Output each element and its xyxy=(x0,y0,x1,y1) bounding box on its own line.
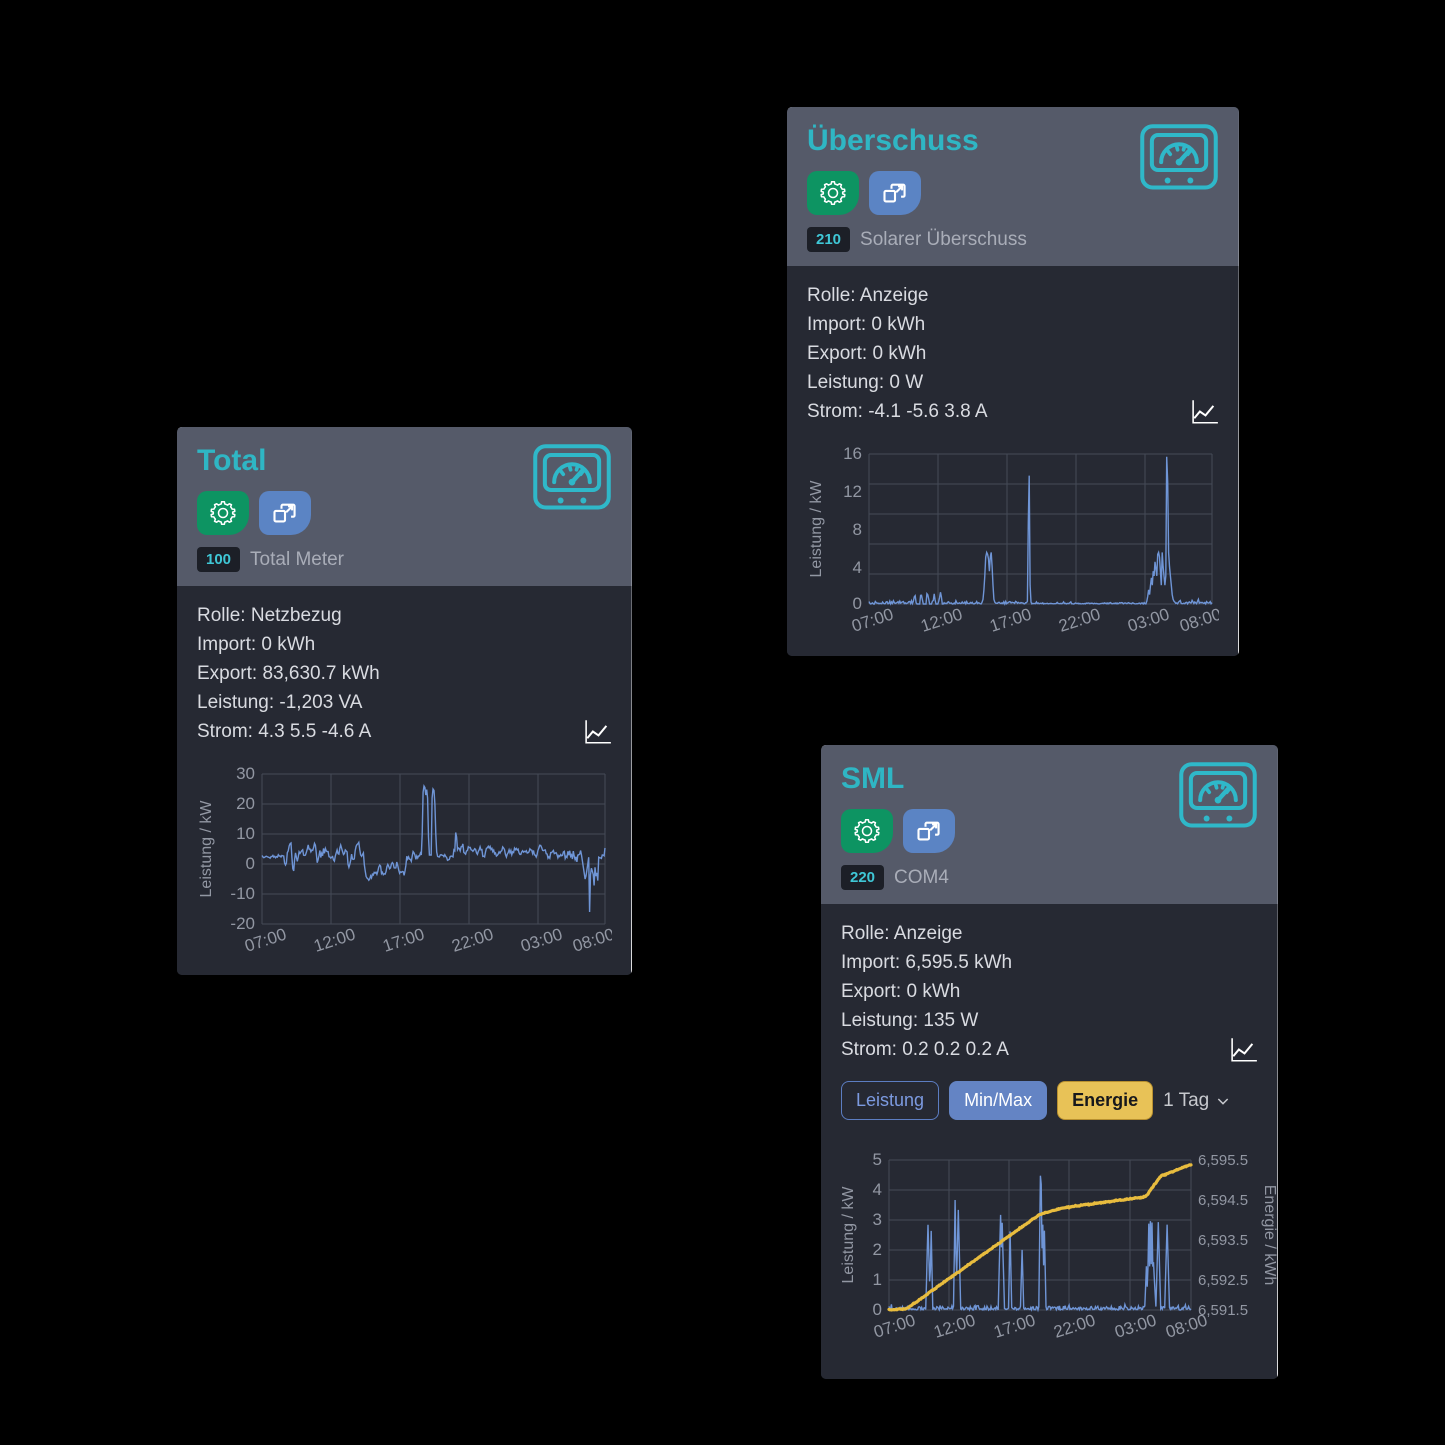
svg-text:2: 2 xyxy=(873,1240,882,1259)
svg-text:8: 8 xyxy=(853,520,862,539)
svg-text:22:00: 22:00 xyxy=(449,925,495,956)
svg-text:30: 30 xyxy=(236,766,255,783)
svg-text:12:00: 12:00 xyxy=(311,925,357,956)
svg-text:12:00: 12:00 xyxy=(931,1311,977,1342)
svg-text:0: 0 xyxy=(873,1300,882,1319)
svg-text:08:00: 08:00 xyxy=(570,925,612,956)
svg-text:4: 4 xyxy=(873,1180,882,1199)
svg-text:17:00: 17:00 xyxy=(991,1311,1037,1342)
svg-text:20: 20 xyxy=(236,794,255,813)
svg-text:3: 3 xyxy=(873,1210,882,1229)
svg-text:08:00: 08:00 xyxy=(1163,1311,1209,1342)
svg-text:6,592.5: 6,592.5 xyxy=(1198,1272,1248,1289)
svg-text:0: 0 xyxy=(853,594,862,613)
svg-text:03:00: 03:00 xyxy=(1112,1311,1158,1342)
svg-text:22:00: 22:00 xyxy=(1056,605,1102,636)
svg-text:17:00: 17:00 xyxy=(380,925,426,956)
svg-text:Leistung / kW: Leistung / kW xyxy=(198,800,215,898)
svg-text:03:00: 03:00 xyxy=(518,925,564,956)
svg-text:10: 10 xyxy=(236,824,255,843)
svg-text:12: 12 xyxy=(843,482,862,501)
svg-text:Leistung / kW: Leistung / kW xyxy=(808,480,825,578)
svg-text:22:00: 22:00 xyxy=(1051,1311,1097,1342)
svg-text:-10: -10 xyxy=(230,884,255,903)
svg-text:-20: -20 xyxy=(230,914,255,933)
svg-text:Leistung / kW: Leistung / kW xyxy=(841,1186,857,1284)
svg-text:5: 5 xyxy=(873,1152,882,1169)
svg-text:12:00: 12:00 xyxy=(918,605,964,636)
svg-text:4: 4 xyxy=(853,558,862,577)
svg-text:1: 1 xyxy=(873,1270,882,1289)
svg-text:6,593.5: 6,593.5 xyxy=(1198,1232,1248,1249)
svg-text:6,594.5: 6,594.5 xyxy=(1198,1192,1248,1209)
svg-text:17:00: 17:00 xyxy=(987,605,1033,636)
svg-text:6,595.5: 6,595.5 xyxy=(1198,1152,1248,1169)
svg-text:08:00: 08:00 xyxy=(1177,605,1219,636)
svg-text:16: 16 xyxy=(843,446,862,463)
svg-text:03:00: 03:00 xyxy=(1125,605,1171,636)
svg-text:0: 0 xyxy=(246,854,255,873)
svg-text:Energie / kWh: Energie / kWh xyxy=(1261,1185,1278,1285)
